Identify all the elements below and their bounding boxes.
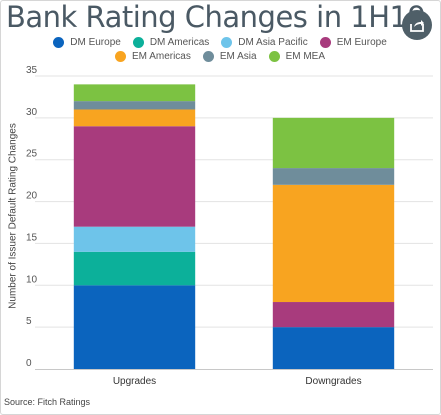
y-tick-label: 10 — [26, 274, 38, 285]
chart-legend: DM Europe DM Americas DM Asia Pacific EM Eu… — [4, 37, 436, 62]
bar-segment-upgrades-em-americas — [73, 109, 196, 127]
legend-swatch — [202, 51, 214, 62]
legend-label: DM Europe — [70, 37, 121, 48]
bar-segment-upgrades-em-asia — [73, 101, 196, 110]
y-tick-label: 5 — [26, 316, 32, 327]
bar-segment-upgrades-em-europe — [73, 126, 196, 227]
legend-label: EM Europe — [336, 37, 387, 48]
bar-segment-downgrades-dm-europe — [272, 327, 395, 369]
legend-label: EM Asia — [219, 51, 257, 62]
bar-segment-downgrades-em-asia — [272, 168, 395, 185]
legend-label: EM Americas — [131, 51, 191, 62]
legend-item-dm-europe[interactable]: DM Europe — [53, 37, 121, 48]
y-tick-label: 25 — [26, 149, 38, 160]
x-tick-label-upgrades: Upgrades — [113, 376, 156, 387]
y-tick-label: 0 — [26, 358, 32, 369]
source-note: Source: Fitch Ratings — [4, 397, 91, 407]
bar-segment-downgrades-em-americas — [272, 184, 395, 303]
legend-item-em-mea[interactable]: EM MEA — [268, 51, 326, 62]
legend-item-dm-americas[interactable]: DM Americas — [132, 37, 210, 48]
legend-item-em-asia[interactable]: EM Asia — [202, 51, 257, 62]
legend-item-dm-asia-pacific[interactable]: DM Asia Pacific — [221, 37, 308, 48]
y-tick-label: 35 — [26, 65, 38, 76]
y-tick-label: 20 — [26, 191, 38, 202]
legend-label: EM MEA — [285, 51, 326, 62]
y-tick-label: 15 — [26, 232, 38, 243]
share-button[interactable] — [402, 10, 432, 40]
bar-segment-downgrades-em-europe — [272, 302, 395, 328]
bar-segment-downgrades-em-mea — [272, 117, 395, 169]
legend-swatch — [221, 37, 233, 48]
legend-swatch — [319, 37, 331, 48]
legend-label: DM Americas — [149, 37, 210, 48]
legend-swatch — [132, 37, 144, 48]
bar-segment-upgrades-dm-americas — [73, 251, 196, 286]
legend-swatch — [114, 51, 126, 62]
share-icon — [410, 20, 424, 32]
chart-title: Bank Rating Changes in 1H19 — [6, 0, 426, 34]
legend-swatch — [268, 51, 280, 62]
legend-item-em-europe[interactable]: EM Europe — [319, 37, 387, 48]
x-tick-label-downgrades: Downgrades — [305, 376, 361, 387]
bar-segment-upgrades-em-mea — [73, 84, 196, 102]
legend-swatch — [53, 37, 65, 48]
bar-segment-upgrades-dm-europe — [73, 285, 196, 369]
legend-label: DM Asia Pacific — [238, 37, 308, 48]
bar-segment-upgrades-dm-asia-pacific — [73, 226, 196, 252]
legend-item-em-americas[interactable]: EM Americas — [114, 51, 191, 62]
y-tick-label: 30 — [26, 107, 38, 118]
